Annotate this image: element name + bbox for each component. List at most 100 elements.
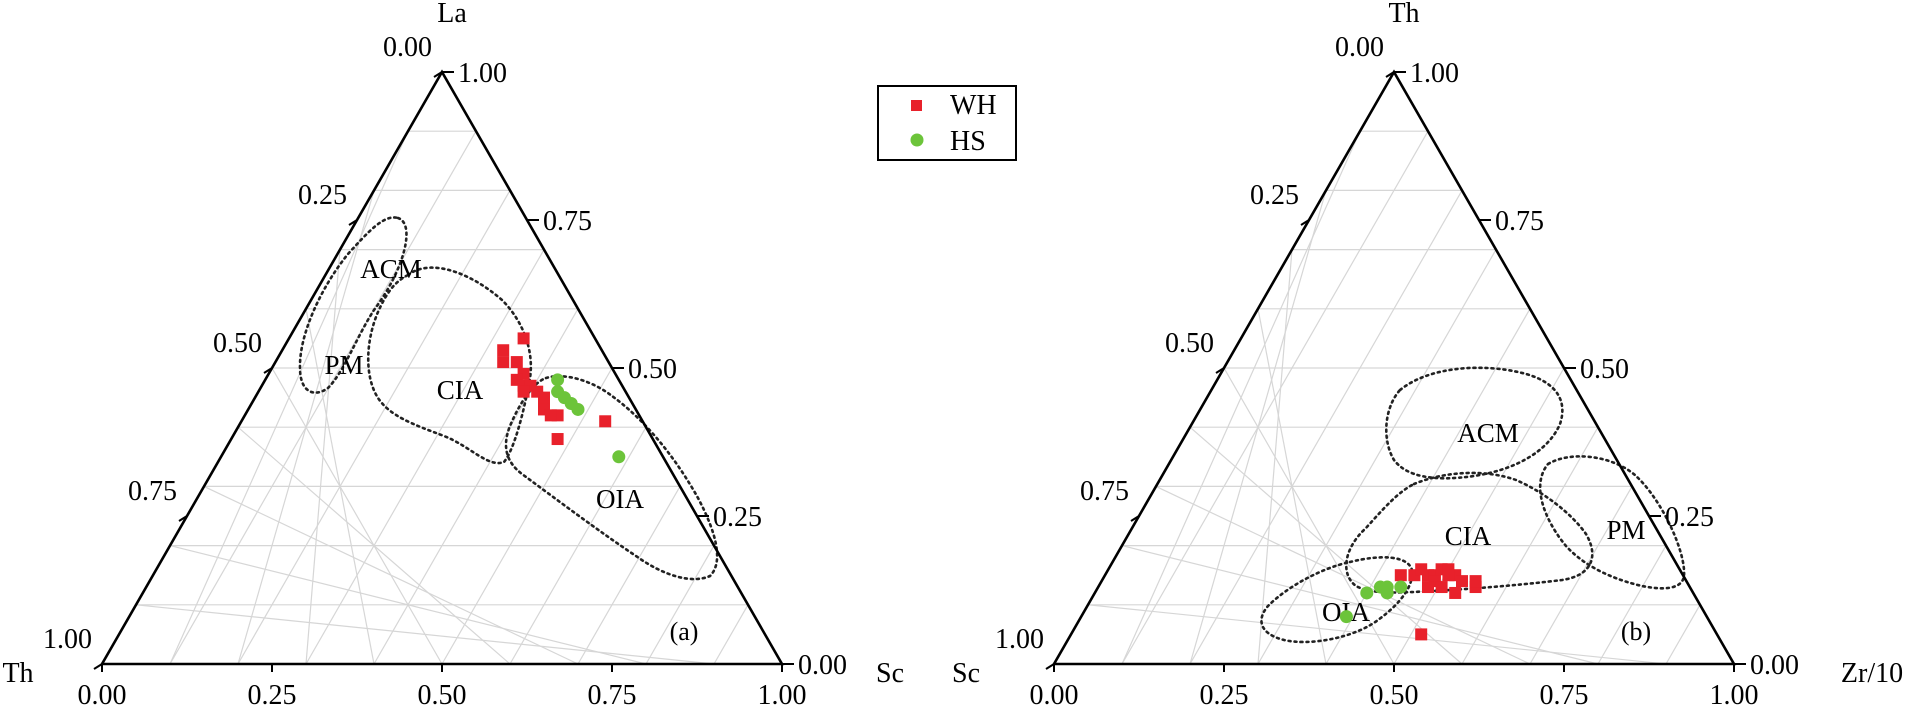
grid-line xyxy=(577,486,681,665)
tick-mark-left xyxy=(1300,219,1310,226)
field-label-pm-b: PM xyxy=(1606,515,1645,545)
tick-mark-left xyxy=(1385,71,1395,78)
data-point-wh xyxy=(517,332,530,345)
tick-label-right: 0.25 xyxy=(713,502,762,533)
grid-line xyxy=(713,604,749,665)
panel-label-a: (a) xyxy=(670,617,699,646)
vertex-label-top-a: La xyxy=(437,0,467,29)
grid-line xyxy=(1461,426,1599,665)
tick-label-bottom: 0.00 xyxy=(78,680,127,705)
data-point-hs xyxy=(1380,586,1394,600)
data-point-wh xyxy=(1449,586,1462,599)
grid-line xyxy=(1529,486,1633,665)
ternary-plot-b: ACM CIA PM OIA 0.000.001.000.250.250.750… xyxy=(952,0,1903,705)
tick-mark-left xyxy=(263,367,273,374)
grid-line xyxy=(1087,604,1667,665)
data-points-b xyxy=(1339,563,1482,641)
tick-label-bottom: 0.50 xyxy=(418,680,467,705)
data-point-wh xyxy=(544,409,557,422)
tick-label-bottom: 1.00 xyxy=(758,680,807,705)
data-point-wh xyxy=(1469,575,1482,588)
tick-label-right: 1.00 xyxy=(458,58,507,89)
grid-line xyxy=(645,545,715,665)
field-boundary-cia-b xyxy=(1345,471,1594,594)
tick-label-left: 0.00 xyxy=(383,32,432,63)
grid-line xyxy=(1223,367,1395,665)
tick-label-bottom: 0.75 xyxy=(588,680,637,705)
data-point-hs xyxy=(1394,580,1408,594)
grid-lines-b xyxy=(1087,130,1701,665)
tick-label-bottom: 0.00 xyxy=(1030,680,1079,705)
tick-mark-left xyxy=(1215,367,1225,374)
triangle-axes-a xyxy=(93,69,794,672)
tick-label-right: 0.00 xyxy=(798,650,847,681)
tick-label-right: 0.75 xyxy=(1495,206,1544,237)
legend-box xyxy=(877,85,1017,161)
data-point-wh xyxy=(551,433,564,446)
grid-line xyxy=(1393,367,1565,665)
grid-line xyxy=(441,367,613,665)
field-label-acm-a: ACM xyxy=(360,254,422,284)
field-boundary-oia-a xyxy=(504,374,719,581)
vertex-label-top-b: Th xyxy=(1388,0,1419,29)
legend: WH HS xyxy=(877,85,1017,161)
field-label-cia-a: CIA xyxy=(437,375,484,405)
vertex-label-right-b: Zr/10 xyxy=(1841,658,1903,689)
grid-line xyxy=(1189,426,1463,665)
tick-label-right: 0.50 xyxy=(1580,354,1629,385)
grid-line xyxy=(135,604,715,665)
vertex-label-left-b: Sc xyxy=(952,658,980,689)
data-point-wh xyxy=(517,385,530,398)
field-label-pm-a: PM xyxy=(324,350,363,380)
grid-line xyxy=(1121,545,1599,665)
tick-label-right: 0.50 xyxy=(628,354,677,385)
tick-label-left: 0.50 xyxy=(213,328,262,359)
tick-label-bottom: 0.50 xyxy=(1370,680,1419,705)
grid-line xyxy=(203,485,579,665)
data-point-wh xyxy=(599,415,612,428)
data-point-wh xyxy=(1415,628,1428,641)
grid-line xyxy=(237,426,511,665)
grid-line xyxy=(305,249,545,665)
field-label-cia-b: CIA xyxy=(1445,521,1492,551)
data-point-hs xyxy=(551,373,565,387)
tick-mark-left xyxy=(93,663,103,670)
ternary-plot-a: ACM PM CIA OIA 0.000.001.000.250.250.750… xyxy=(2,0,904,705)
field-label-acm-b: ACM xyxy=(1457,418,1519,448)
vertex-label-right-a: Sc xyxy=(876,658,904,689)
tick-label-left: 0.00 xyxy=(1335,32,1384,63)
grid-line xyxy=(169,545,647,665)
data-point-wh xyxy=(538,391,550,404)
tick-label-left: 0.75 xyxy=(1080,476,1129,507)
data-point-hs xyxy=(1339,610,1353,624)
vertex-label-left-a: Th xyxy=(2,658,33,689)
tick-label-left: 0.25 xyxy=(298,180,347,211)
data-points-a xyxy=(497,332,626,464)
data-point-hs xyxy=(1360,586,1374,600)
tick-label-bottom: 0.75 xyxy=(1540,680,1589,705)
legend-label-hs: HS xyxy=(950,126,986,157)
field-boundary-cia-a xyxy=(366,266,533,465)
field-boundary-oia-b xyxy=(1260,556,1414,644)
legend-marker-hs xyxy=(910,133,924,147)
data-point-wh xyxy=(510,356,523,369)
tick-mark-left xyxy=(433,71,443,78)
data-point-wh xyxy=(1442,569,1455,582)
field-label-oia-a: OIA xyxy=(596,484,644,514)
data-point-wh xyxy=(497,344,510,357)
field-boundary-pm-b xyxy=(1538,455,1686,590)
tick-mark-left xyxy=(178,515,188,522)
data-point-wh xyxy=(1435,581,1448,594)
tick-label-bottom: 1.00 xyxy=(1710,680,1759,705)
panel-label-b: (b) xyxy=(1621,617,1651,646)
tick-label-right: 0.00 xyxy=(1750,650,1799,681)
grid-line xyxy=(1257,249,1497,665)
data-point-wh xyxy=(1456,575,1468,588)
tick-mark-left xyxy=(1045,663,1055,670)
tick-label-left: 0.75 xyxy=(128,476,177,507)
tick-label-bottom: 0.25 xyxy=(1200,680,1249,705)
tick-label-left: 0.25 xyxy=(1250,180,1299,211)
legend-label-wh: WH xyxy=(950,90,997,121)
tick-mark-left xyxy=(348,219,358,226)
